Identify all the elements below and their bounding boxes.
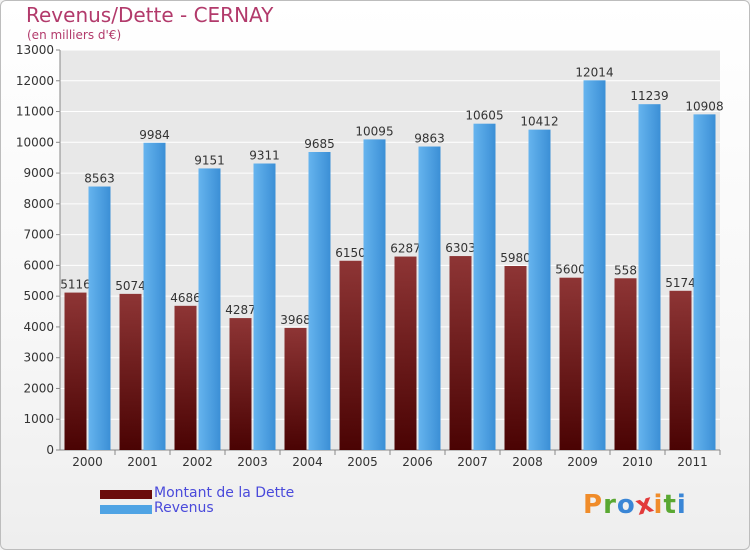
- y-tick-label: 3000: [23, 351, 54, 365]
- debt-data-label: 5174: [665, 276, 696, 290]
- revenue-bar: [363, 139, 386, 450]
- revenue-bar: [253, 163, 276, 450]
- revenue-data-label: 11239: [630, 89, 668, 103]
- debt-data-label: 5116: [60, 278, 91, 292]
- logo-letter: r: [603, 490, 617, 520]
- revenue-data-label: 9685: [304, 137, 335, 151]
- proxiti-logo: Proxiti: [583, 488, 687, 522]
- debt-data-label: 5980: [500, 251, 531, 265]
- debt-data-label: 5074: [115, 279, 146, 293]
- y-tick-label: 12000: [16, 74, 54, 88]
- revenue-bar: [308, 152, 331, 450]
- y-tick-label: 1000: [23, 412, 54, 426]
- x-tick-label: 2003: [237, 455, 268, 469]
- x-tick-label: 2005: [347, 455, 378, 469]
- x-tick-label: 2011: [677, 455, 708, 469]
- logo-letter: t: [663, 490, 677, 520]
- revenue-bar: [528, 129, 551, 450]
- logo-letter: o: [616, 490, 636, 520]
- debt-data-label: 4686: [170, 291, 201, 305]
- debt-data-label: 6150: [335, 246, 366, 260]
- revenue-data-label: 9311: [249, 149, 280, 163]
- legend-swatch-dette: [100, 490, 152, 499]
- debt-bar: [174, 305, 197, 450]
- x-tick-label: 2002: [182, 455, 213, 469]
- y-tick-label: 4000: [23, 320, 54, 334]
- revenue-bar: [583, 80, 606, 450]
- debt-data-label: 4287: [225, 303, 256, 317]
- revenue-data-label: 10095: [355, 124, 393, 138]
- debt-bar: [394, 256, 417, 450]
- x-tick-label: 2007: [457, 455, 488, 469]
- revenue-data-label: 10605: [465, 109, 503, 123]
- debt-data-label: 558: [614, 263, 637, 277]
- logo-letter: i: [676, 490, 687, 520]
- legend-label-dette: Montant de la Dette: [154, 485, 295, 501]
- debt-bar: [669, 290, 692, 450]
- x-tick-label: 2006: [402, 455, 433, 469]
- logo-letter: i: [653, 490, 664, 520]
- y-tick-label: 2000: [23, 381, 54, 395]
- debt-bar: [64, 292, 87, 450]
- debt-bar: [559, 277, 582, 450]
- debt-bar: [339, 260, 362, 450]
- y-tick-label: 6000: [23, 258, 54, 272]
- revenue-bar: [198, 168, 221, 450]
- debt-data-label: 6287: [390, 242, 421, 256]
- x-tick-label: 2010: [622, 455, 653, 469]
- x-tick-label: 2001: [127, 455, 158, 469]
- revenue-data-label: 9151: [194, 153, 225, 167]
- debt-bar: [504, 266, 527, 450]
- y-tick-label: 8000: [23, 197, 54, 211]
- revenue-data-label: 9863: [414, 132, 445, 146]
- x-tick-label: 2000: [72, 455, 103, 469]
- y-tick-label: 5000: [23, 289, 54, 303]
- revenue-data-label: 10908: [685, 99, 723, 113]
- revenue-bar: [473, 123, 496, 450]
- x-tick-label: 2004: [292, 455, 323, 469]
- y-tick-label: 7000: [23, 228, 54, 242]
- debt-bar: [614, 278, 637, 450]
- legend-label-revenus: Revenus: [154, 500, 214, 516]
- revenue-data-label: 8563: [84, 172, 115, 186]
- debt-data-label: 6303: [445, 241, 476, 255]
- revenue-data-label: 9984: [139, 128, 170, 142]
- revenue-data-label: 10412: [520, 115, 558, 129]
- y-tick-label: 10000: [16, 135, 54, 149]
- debt-data-label: 3968: [280, 313, 311, 327]
- logo-letter: P: [583, 490, 604, 520]
- revenue-bar: [693, 114, 716, 450]
- plot-area: [60, 50, 720, 450]
- debt-bar: [449, 256, 472, 450]
- debt-data-label: 5600: [555, 263, 586, 277]
- revenue-data-label: 12014: [575, 65, 613, 79]
- debt-bar: [119, 293, 142, 450]
- y-tick-label: 0: [46, 443, 54, 457]
- y-tick-label: 11000: [16, 105, 54, 119]
- revenue-bar: [143, 142, 166, 451]
- debt-bar: [284, 327, 307, 450]
- chart-title: Revenus/Dette - CERNAY: [26, 3, 274, 27]
- debt-bar: [229, 318, 252, 450]
- chart-subtitle: (en milliers d'€): [27, 28, 122, 42]
- revenue-bar: [638, 104, 661, 450]
- y-tick-label: 9000: [23, 166, 54, 180]
- revenue-bar: [88, 186, 111, 450]
- revenue-bar: [418, 146, 441, 450]
- y-tick-label: 13000: [16, 43, 54, 57]
- x-tick-label: 2008: [512, 455, 543, 469]
- legend-swatch-revenus: [100, 505, 152, 514]
- x-tick-label: 2009: [567, 455, 598, 469]
